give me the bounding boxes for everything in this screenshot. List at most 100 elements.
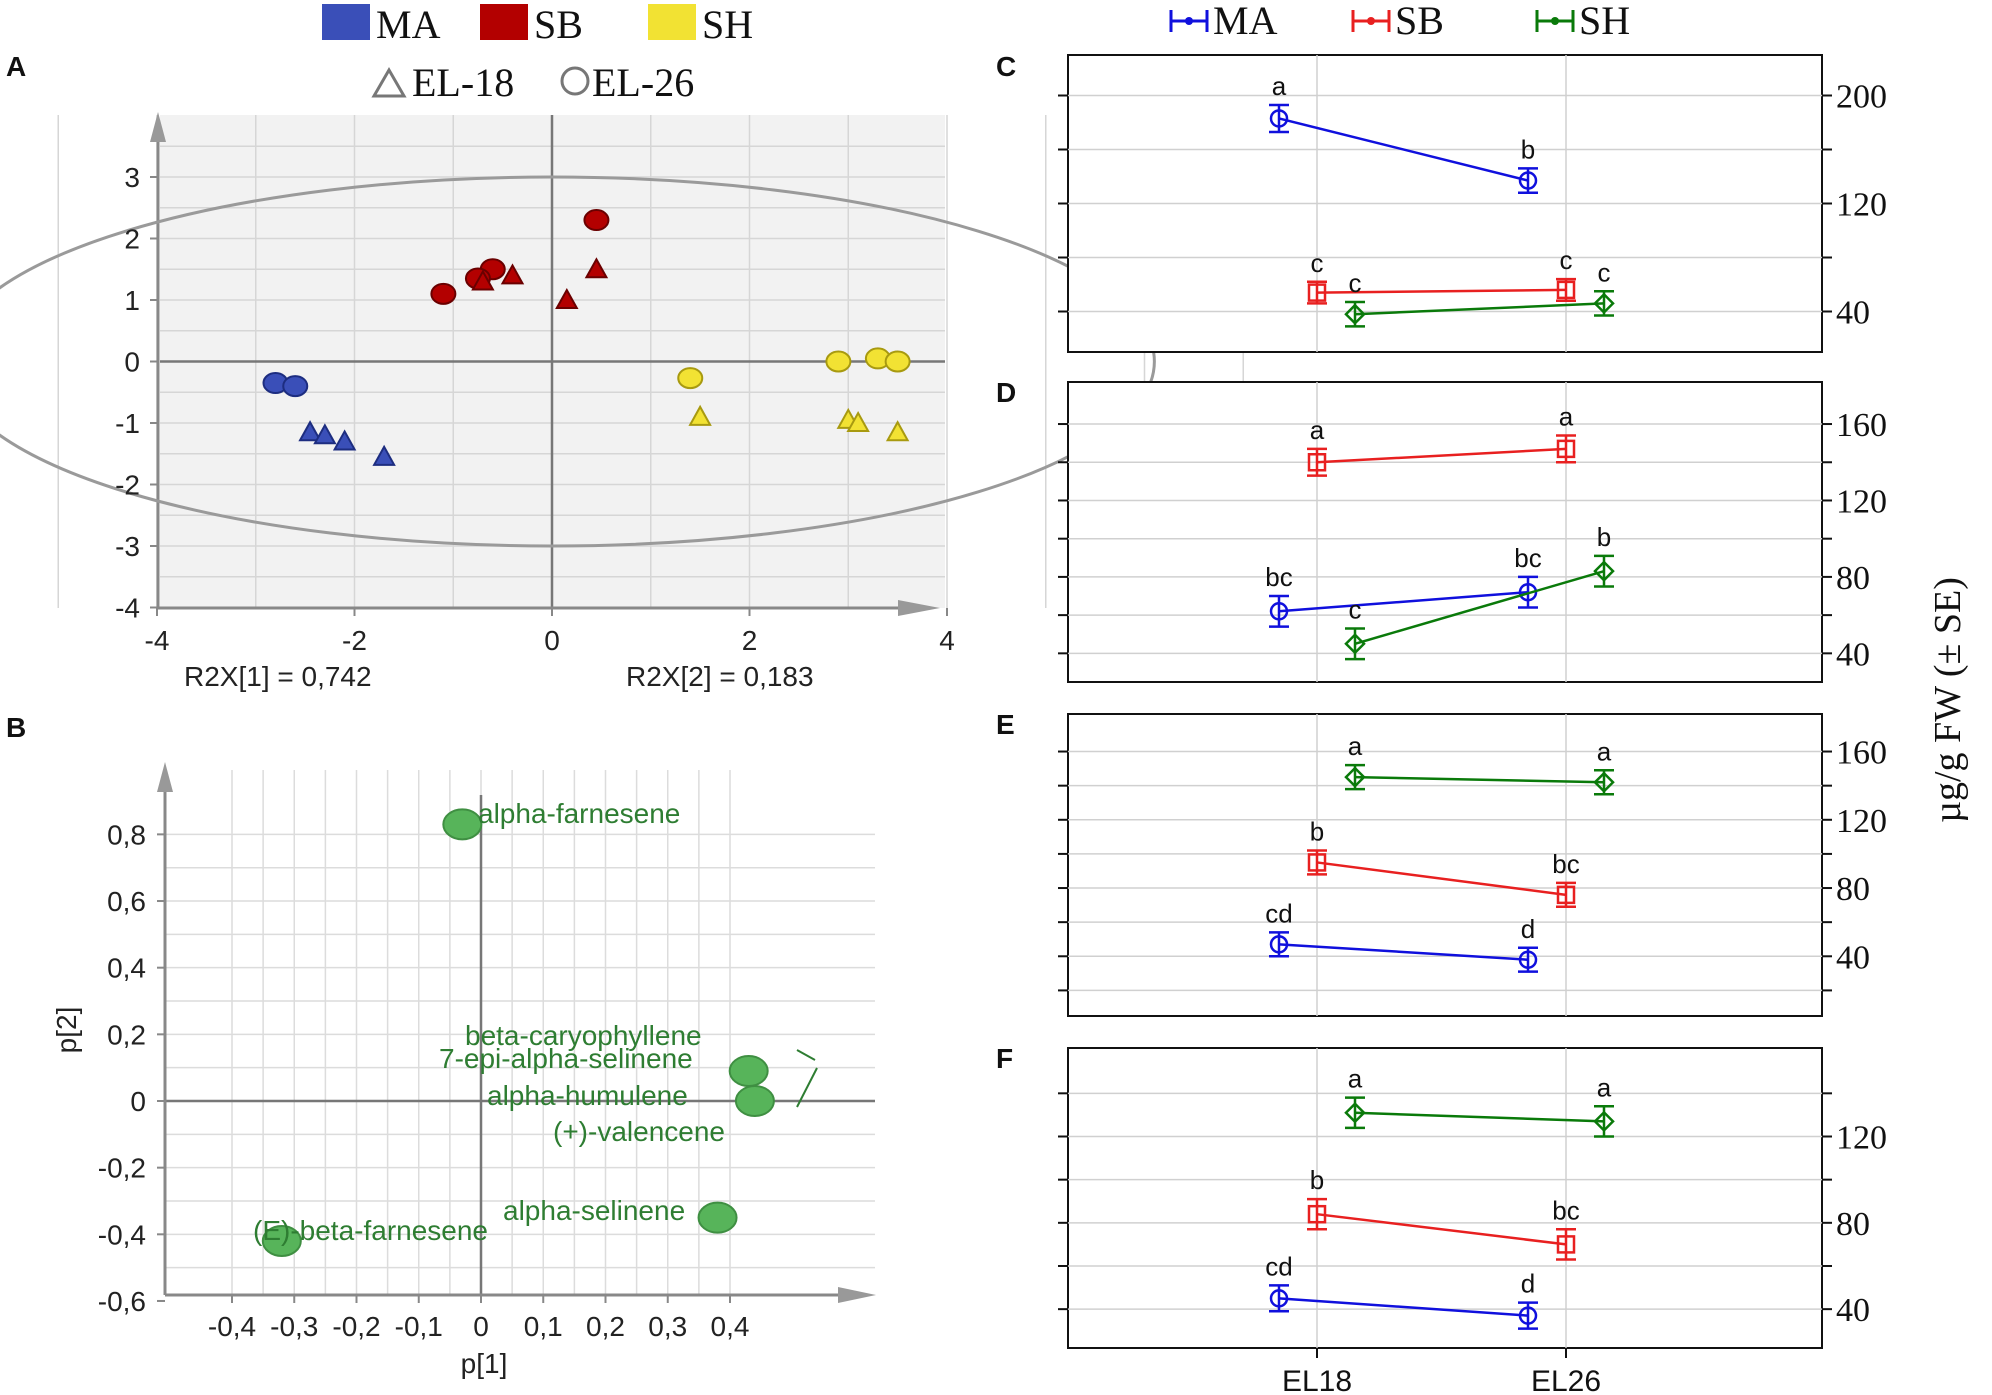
triangle-icon bbox=[371, 66, 407, 98]
x-category-label-el26: EL26 bbox=[1531, 1365, 1601, 1395]
y-tick-label: 40 bbox=[1836, 295, 1870, 332]
y-axis-arrow bbox=[157, 762, 173, 792]
legend-label-sh: SH bbox=[702, 2, 753, 47]
legend-dot bbox=[1185, 17, 1193, 25]
significance-letter: a bbox=[1348, 731, 1363, 761]
marker-circle bbox=[1518, 950, 1538, 969]
marker-circle bbox=[1518, 171, 1538, 190]
x-tick-label: -0,2 bbox=[332, 1311, 380, 1342]
significance-letter: c bbox=[1349, 594, 1362, 624]
marker-circle bbox=[1269, 109, 1289, 128]
y-tick-label: -0,6 bbox=[98, 1286, 146, 1317]
series-line-sh bbox=[1354, 775, 1605, 784]
x-tick-label: -0,4 bbox=[208, 1311, 256, 1342]
significance-letter: a bbox=[1597, 736, 1612, 766]
marker-circle bbox=[1269, 602, 1289, 621]
y-tick-label: 120 bbox=[1836, 483, 1887, 520]
marker-square bbox=[1556, 280, 1576, 300]
score-point-sh-el26 bbox=[677, 367, 704, 390]
score-point-sb-el26 bbox=[583, 209, 610, 232]
y-tick-label: 0,6 bbox=[107, 886, 146, 917]
significance-letter: c bbox=[1560, 245, 1573, 275]
y-tick-label: -4 bbox=[115, 593, 140, 624]
panel-b-loadings-plot: -0,4 -0,3 -0,2 -0,1 0 0,1 0,2 0,3 0,4 0,8 0,6 0,4 0,… bbox=[51, 762, 876, 1379]
score-point-ma-el26 bbox=[282, 375, 309, 398]
series-line-sh bbox=[1354, 1111, 1605, 1123]
legend-swatch-ma bbox=[322, 4, 370, 40]
r2x-1-annotation: R2X[1] = 0,742 bbox=[184, 661, 372, 692]
loading-point bbox=[261, 1224, 302, 1257]
significance-letter: a bbox=[1272, 71, 1287, 101]
loading-point bbox=[734, 1085, 775, 1117]
x-tick-label: -0,1 bbox=[395, 1311, 443, 1342]
marker-square bbox=[1307, 453, 1327, 472]
marker-diamond bbox=[1593, 560, 1615, 582]
legend-swatch-sh bbox=[648, 4, 696, 40]
series-line-sh bbox=[1354, 302, 1605, 316]
plot-frame bbox=[1067, 381, 1823, 683]
significance-letter: c bbox=[1311, 248, 1324, 278]
y-axis-arrow bbox=[150, 112, 166, 142]
score-point-sb-el26 bbox=[430, 282, 457, 305]
panel-f-line-chart: 120 80 40 a a b bc cd d bbox=[1058, 1047, 1887, 1349]
panel-label-e: E bbox=[996, 709, 1015, 740]
legend-series-label-ma: MA bbox=[1213, 0, 1278, 43]
score-point-sh-el18 bbox=[885, 420, 910, 442]
marker-circle bbox=[1518, 1306, 1538, 1325]
y-tick-label: 120 bbox=[1836, 803, 1887, 840]
y-tick-label: 80 bbox=[1836, 871, 1870, 908]
score-point-sb-el18 bbox=[471, 269, 495, 291]
legend-label-el18: EL-18 bbox=[412, 60, 514, 105]
x-tick-label: -0,3 bbox=[270, 1311, 318, 1342]
legend-label-sb: SB bbox=[534, 2, 583, 47]
marker-diamond bbox=[1593, 1110, 1615, 1133]
y-tick-label: 200 bbox=[1836, 79, 1887, 116]
y-tick-label: 120 bbox=[1836, 1119, 1887, 1156]
loading-label-e-beta-farnesene: (E)-beta-farnesene bbox=[253, 1215, 488, 1246]
loading-label-beta-caryophyllene: beta-caryophyllene bbox=[465, 1020, 702, 1051]
marker-square bbox=[1307, 853, 1327, 872]
significance-letter: a bbox=[1348, 1064, 1363, 1094]
series-line-ma bbox=[1278, 590, 1529, 613]
series-line-sb bbox=[1316, 861, 1567, 897]
series-line-ma bbox=[1278, 1297, 1529, 1317]
x-category-label-el18: EL18 bbox=[1282, 1365, 1352, 1395]
y-tick-label: 0,4 bbox=[107, 953, 146, 984]
r2x-2-annotation: R2X[2] = 0,183 bbox=[626, 661, 814, 692]
x-axis-label: p[1] bbox=[461, 1348, 508, 1379]
panel-label-b: B bbox=[6, 712, 26, 743]
legend-top-left: MA SB SH EL-18 EL-26 bbox=[322, 2, 753, 105]
y-tick-label: 160 bbox=[1836, 407, 1887, 444]
significance-letter: cd bbox=[1265, 1251, 1292, 1281]
panel-label-a: A bbox=[6, 51, 26, 82]
marker-square bbox=[1307, 283, 1327, 302]
y-tick-label: 0 bbox=[124, 347, 140, 378]
marker-square bbox=[1307, 1204, 1327, 1224]
plot-frame bbox=[1067, 713, 1823, 1017]
marker-diamond bbox=[1593, 771, 1615, 794]
y-tick-label: 0,2 bbox=[107, 1019, 146, 1050]
loading-label-alpha-selinene: alpha-selinene bbox=[503, 1195, 685, 1226]
significance-letter: b bbox=[1310, 1165, 1324, 1195]
x-tick-label: 4 bbox=[939, 625, 955, 656]
shared-y-axis-label: µg/g FW (± SE) bbox=[1927, 577, 1969, 823]
legend-label-el26: EL-26 bbox=[592, 60, 694, 105]
x-tick-label: 0 bbox=[544, 625, 560, 656]
score-point-ma-el18 bbox=[372, 444, 396, 466]
series-line-sb bbox=[1316, 447, 1567, 464]
significance-letter: b bbox=[1310, 816, 1324, 846]
series-line-sb bbox=[1316, 1212, 1567, 1246]
loading-label-valencene: (+)-valencene bbox=[553, 1116, 725, 1147]
y-tick-label: -0,4 bbox=[98, 1219, 146, 1250]
y-tick-label: 40 bbox=[1836, 939, 1870, 976]
score-point-ma-el18 bbox=[313, 423, 337, 445]
y-tick-label: 0,8 bbox=[107, 819, 146, 850]
legend-label-ma: MA bbox=[376, 2, 441, 47]
legend-swatch-sb bbox=[480, 4, 528, 40]
legend-top-right: MA SB SH bbox=[1169, 0, 1630, 43]
loading-point bbox=[728, 1055, 769, 1088]
x-tick-label: 0,2 bbox=[586, 1311, 625, 1342]
significance-letter: a bbox=[1310, 415, 1325, 445]
legend-dot bbox=[1367, 17, 1375, 25]
x-tick-label: -4 bbox=[145, 625, 170, 656]
